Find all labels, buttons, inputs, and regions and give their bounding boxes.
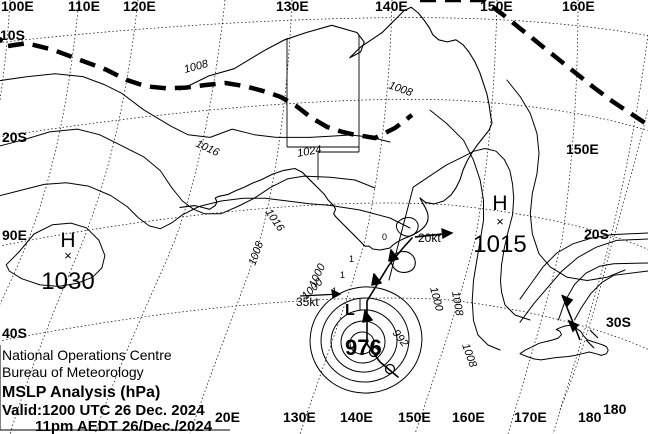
svg-text:1: 1 xyxy=(349,254,354,264)
svg-text:180: 180 xyxy=(603,401,627,417)
svg-text:170E: 170E xyxy=(514,409,547,425)
svg-text:20kt: 20kt xyxy=(418,231,441,245)
svg-text:1030: 1030 xyxy=(41,268,94,295)
svg-text:10S: 10S xyxy=(0,27,25,43)
svg-text:130E: 130E xyxy=(283,409,316,425)
svg-text:Bureau of Meteorology: Bureau of Meteorology xyxy=(2,364,144,380)
svg-text:0: 0 xyxy=(382,232,387,242)
svg-text:90E: 90E xyxy=(2,227,27,243)
svg-text:976: 976 xyxy=(345,335,382,360)
svg-text:Valid:1200 UTC 26 Dec. 2024: Valid:1200 UTC 26 Dec. 2024 xyxy=(2,402,205,419)
svg-text:MSLP Analysis (hPa): MSLP Analysis (hPa) xyxy=(2,384,160,401)
svg-text:150E: 150E xyxy=(398,409,431,425)
svg-text:130E: 130E xyxy=(276,0,309,14)
svg-text:110E: 110E xyxy=(68,0,100,14)
svg-text:1015: 1015 xyxy=(473,231,526,258)
svg-text:H: H xyxy=(492,192,507,215)
svg-text:140E: 140E xyxy=(340,409,373,425)
svg-text:30S: 30S xyxy=(606,314,631,330)
svg-text:L: L xyxy=(345,302,355,319)
svg-text:100E: 100E xyxy=(1,0,34,14)
svg-text:20E: 20E xyxy=(215,409,240,425)
svg-text:1: 1 xyxy=(332,286,337,296)
svg-text:150E: 150E xyxy=(566,141,599,157)
svg-text:1: 1 xyxy=(340,270,345,280)
svg-text:160E: 160E xyxy=(452,409,485,425)
svg-text:120E: 120E xyxy=(123,0,156,14)
svg-text:180: 180 xyxy=(578,409,602,425)
svg-text:35kt: 35kt xyxy=(296,295,319,309)
svg-text:11pm AEDT 26/Dec./2024: 11pm AEDT 26/Dec./2024 xyxy=(35,418,213,434)
svg-text:×: × xyxy=(496,214,504,229)
svg-text:160E: 160E xyxy=(562,0,595,14)
svg-text:×: × xyxy=(64,248,72,263)
svg-text:40S: 40S xyxy=(2,325,27,341)
svg-text:National Operations Centre: National Operations Centre xyxy=(2,347,172,363)
